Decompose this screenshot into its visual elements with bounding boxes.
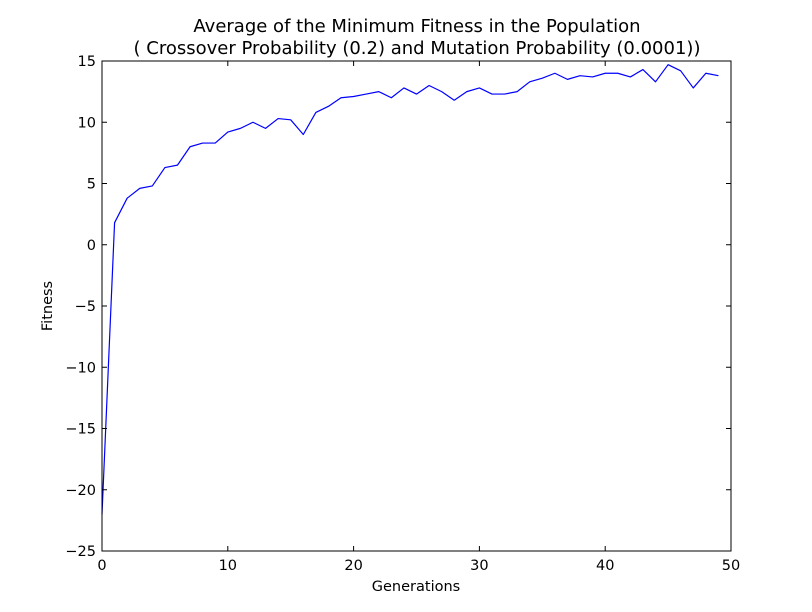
- x-axis-label: Generations: [372, 579, 460, 595]
- plot-frame: [101, 60, 732, 552]
- x-tick-label: 30: [470, 558, 488, 574]
- x-tick-label: 20: [344, 558, 362, 574]
- chart-subtitle: ( Crossover Probability (0.2) and Mutati…: [134, 38, 701, 59]
- x-tick-label: 40: [596, 558, 614, 574]
- y-tick-label: 0: [87, 238, 96, 254]
- y-tick-label: 15: [78, 54, 96, 70]
- x-tick-label: 50: [722, 558, 740, 574]
- y-tick-label: −5: [75, 299, 96, 315]
- x-tick-label: 0: [97, 558, 106, 574]
- y-axis-label: Fitness: [40, 281, 56, 331]
- y-tick-label: −15: [65, 422, 96, 438]
- series-line-0: [101, 64, 719, 515]
- x-tick-label: 10: [219, 558, 237, 574]
- y-tick-label: 5: [87, 177, 96, 193]
- y-tick-label: −25: [65, 544, 96, 560]
- chart-title: Average of the Minimum Fitness in the Po…: [193, 16, 640, 37]
- y-tick-label: −10: [65, 360, 96, 376]
- plot-area: 0 10 20 30 40 50 −25 −20 −15 −10 −5 0 5 10 15: [65, 54, 740, 574]
- y-tick-label: −20: [65, 483, 96, 499]
- y-tick-label: 10: [78, 115, 96, 131]
